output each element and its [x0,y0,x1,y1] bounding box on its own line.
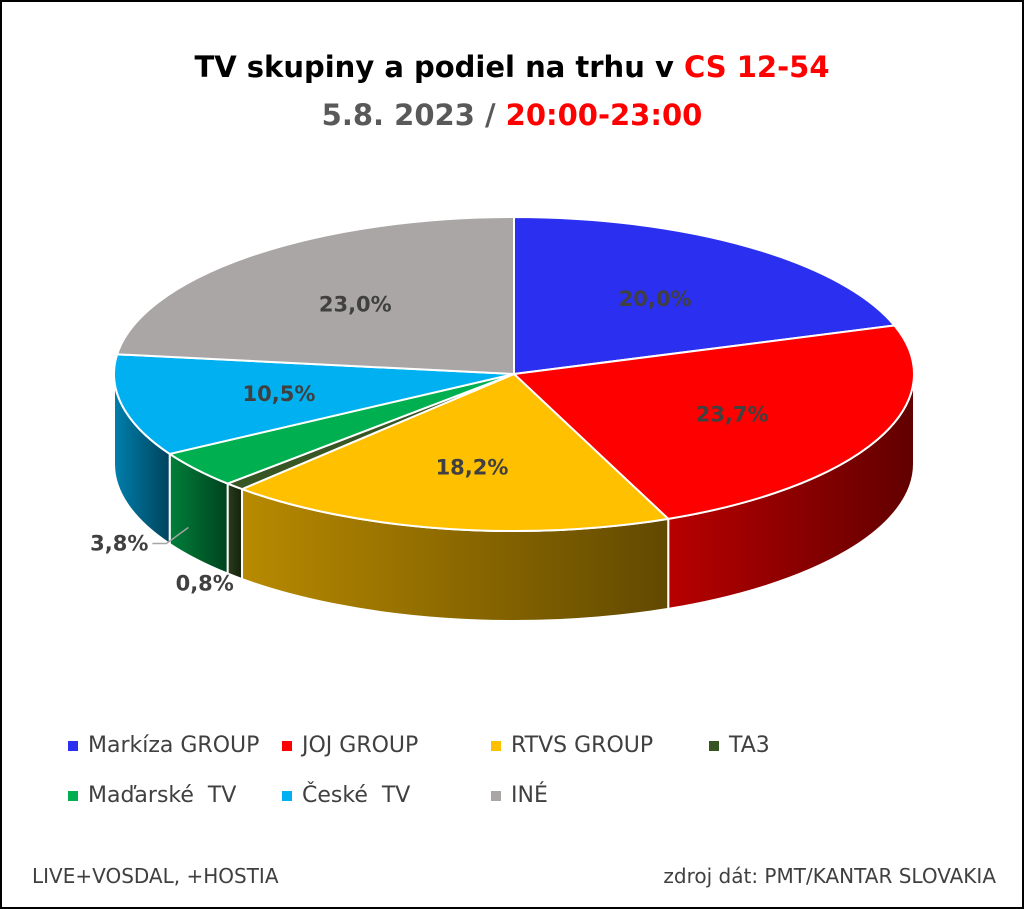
pie-slice-2 [241,373,670,532]
pie-slice-1 [513,324,915,520]
title-line1-text: TV skupiny a podiel na trhu v [194,50,684,84]
data-label-2: 18,2% [436,456,509,480]
data-label-3: 0,8% [176,571,234,595]
data-label-4: 3,8% [90,531,148,555]
data-label-5: 10,5% [243,382,316,406]
chart-title: TV skupiny a podiel na trhu v CS 12-54 [2,50,1022,84]
data-label-1: 23,7% [696,402,769,426]
pie-slice-5 [113,353,515,455]
title-line2-text: 5.8. 2023 / [321,98,506,132]
pie-side-3 [226,482,244,581]
title-line2-highlight: 20:00-23:00 [505,98,703,132]
footer-source: zdroj dát: PMT/KANTAR SLOVAKIA [663,864,996,888]
pie-slice-0 [513,216,896,375]
pie-top-face [113,216,915,532]
pie-data-labels: 20,0% 23,7% 18,2% 0,8% 3,8% 10,5% 23,0% [90,287,768,596]
data-label-6: 23,0% [319,292,392,316]
pie-slice-6 [116,216,515,375]
title-line1-highlight: CS 12-54 [683,50,830,84]
footer-note: LIVE+VOSDAL, +HOSTIA [32,864,279,888]
leader-line-4 [152,526,189,545]
chart-subtitle: 5.8. 2023 / 20:00-23:00 [2,98,1022,132]
data-label-0: 20,0% [619,287,692,311]
